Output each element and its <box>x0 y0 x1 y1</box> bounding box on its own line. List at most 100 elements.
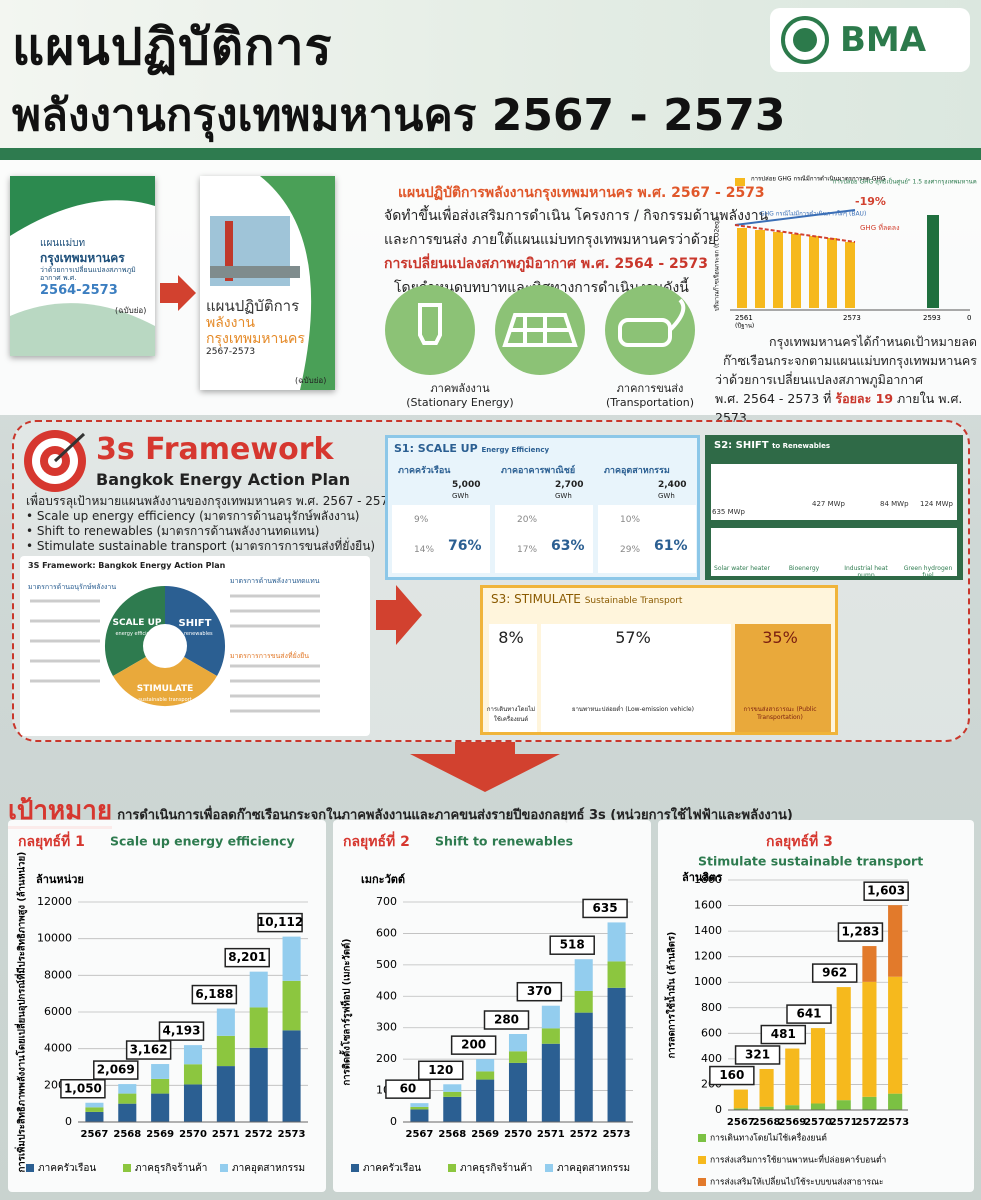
bar-segment <box>476 1071 495 1080</box>
sector-target: 2,400 <box>658 480 687 490</box>
bar-segment <box>810 1028 826 1104</box>
bar-segment <box>85 1107 104 1112</box>
bar-segment <box>508 1034 528 1052</box>
total-box <box>811 963 858 983</box>
legend-label: ภาคธุรกิจร้านค้า <box>460 1162 532 1174</box>
ghg-ylabel: ปริมาณก๊าซเรือนกระจก (t CO2eq) <box>713 219 721 311</box>
bar-segment <box>888 905 903 977</box>
total-box <box>483 1010 530 1030</box>
bar-segment <box>476 1059 495 1072</box>
bar-segment <box>410 1109 429 1122</box>
sector-name: ภาคการขนส่ง <box>616 382 684 395</box>
bar-segment <box>282 936 301 981</box>
target-line: กรุงเทพมหานครได้กำหนดเป้าหมายลด <box>769 334 977 349</box>
chart-title: Shift to renewables <box>435 834 573 849</box>
book-cover: แผนแม่บท กรุงเทพมหานคร ว่าด้วยการเปลี่ยน… <box>10 176 155 356</box>
sector-target: 2,700 <box>555 480 584 490</box>
x-tick-label: 2571 <box>537 1129 565 1140</box>
s1-title: S1: SCALE UP <box>394 442 478 455</box>
legend-swatch <box>351 1164 359 1172</box>
legend-swatch <box>26 1164 34 1172</box>
minor-percent: 10% <box>620 515 641 525</box>
sector-unit: GWh <box>452 492 469 500</box>
sector-percent: 61% <box>654 538 688 554</box>
text-highlight: การเปลี่ยนแปลงสภาพภูมิอากาศ พ.ศ. 2564 - … <box>384 256 709 272</box>
goal-text: การดำเนินการเพื่อลดก๊าซเรือนกระจกในภาคพล… <box>117 808 793 823</box>
sector-unit: GWh <box>555 492 572 500</box>
x-tick-label: 2573 <box>603 1129 631 1140</box>
target-line: พ.ศ. 2564 - 2573 ที่ <box>715 391 832 406</box>
tech: Bioenergy <box>788 565 820 572</box>
total-label: 2,069 <box>97 1063 135 1077</box>
total-box <box>516 981 563 1002</box>
bar-segment <box>183 1064 203 1085</box>
legend-label: ภาคครัวเรือน <box>38 1162 96 1174</box>
chart-title: Stimulate sustainable transport <box>698 854 923 869</box>
arrow <box>160 275 196 311</box>
s3-col <box>735 624 831 732</box>
book-note: (ฉบับย่อ) <box>295 376 327 385</box>
intro-heading: แผนปฏิบัติการพลังงานกรุงเทพมหานคร พ.ศ. 2… <box>398 185 765 201</box>
y-tick-label: 600 <box>376 926 397 939</box>
total-label: 321 <box>745 1047 770 1061</box>
target-icon <box>24 430 86 492</box>
total-label: 1,283 <box>841 925 879 939</box>
bar-segment <box>836 987 851 1101</box>
total-label: 962 <box>822 966 847 980</box>
diagram-card: 3S Framework: Bangkok Energy Action Plan… <box>20 556 370 736</box>
capacity: 84 MWp <box>880 500 909 508</box>
diagram-bottom: มาตรการการขนส่งที่ยั่งยืน <box>230 652 309 660</box>
bar-segment <box>607 961 626 988</box>
bar-segment <box>183 1084 203 1122</box>
x-tick-label: 2567 <box>727 1117 755 1128</box>
legend-swatch <box>220 1164 228 1172</box>
legend-swatch <box>448 1164 456 1172</box>
diagram-left: มาตรการด้านอนุรักษ์พลังงาน <box>28 583 117 591</box>
bar-segment <box>541 1005 560 1029</box>
y-tick-label: 6000 <box>44 1005 72 1018</box>
bar-segment <box>574 959 593 991</box>
sector-icons <box>385 285 695 375</box>
bar-segment <box>862 946 877 982</box>
strategy: กลยุทธ์ที่ 3 <box>766 831 833 850</box>
total-label: 641 <box>796 1007 821 1021</box>
arrow <box>410 742 560 792</box>
bar-segment <box>443 1096 462 1122</box>
s3-percent: 57% <box>615 628 651 647</box>
segment-sub: to renewables <box>177 631 213 637</box>
unit: ล้านหน่วย <box>36 873 84 886</box>
bar-segment <box>151 1093 170 1122</box>
bar-segment <box>118 1084 137 1094</box>
bar-segment <box>443 1091 462 1097</box>
bar-segment <box>541 1043 560 1122</box>
chart-panel: กลยุทธ์ที่ 3 Stimulate sustainable transp… <box>658 820 974 1192</box>
bar-segment <box>85 1102 104 1108</box>
total-box <box>93 1060 139 1080</box>
y-tick-label: 1400 <box>694 924 722 937</box>
x-tick-label: 2571 <box>830 1117 858 1128</box>
bar-segment <box>216 1035 235 1067</box>
bar-segment <box>216 1066 235 1122</box>
legend-swatch <box>698 1134 706 1142</box>
x-tick-label: 2572 <box>856 1117 884 1128</box>
y-tick-label: 600 <box>701 1026 722 1039</box>
book-line: ว่าด้วยการเปลี่ยนแปลงสภาพภูมิอากาศ พ.ศ. <box>40 265 136 283</box>
total-label: 635 <box>593 901 618 915</box>
bar-segment <box>759 1106 774 1110</box>
total-label: 120 <box>428 1063 453 1077</box>
s2-title: S2: SHIFT <box>714 440 769 451</box>
total-box <box>786 1004 832 1024</box>
book-line: กรุงเทพมหานคร <box>40 250 125 265</box>
legend-label: ภาคครัวเรือน <box>363 1162 421 1174</box>
bar-segment <box>733 1089 748 1109</box>
framework-subtitle: Bangkok Energy Action Plan <box>96 470 351 489</box>
s3-percent: 8% <box>498 628 524 647</box>
bar-segment <box>443 1084 462 1092</box>
bullet: • Stimulate sustainable transport (มาตรก… <box>26 539 376 553</box>
diagram-wheel <box>30 586 320 713</box>
target-line: ก๊าซเรือนกระจกตามแผนแม่บทกรุงเทพมหานคร <box>722 353 977 368</box>
y-axis-label: การติดตั้งโซลาร์รูฟท็อป (เมกะวัตต์) <box>339 939 354 1086</box>
total-box <box>191 984 238 1005</box>
ghg-reduction: -19% <box>855 195 886 208</box>
bar-segment <box>541 1028 560 1044</box>
